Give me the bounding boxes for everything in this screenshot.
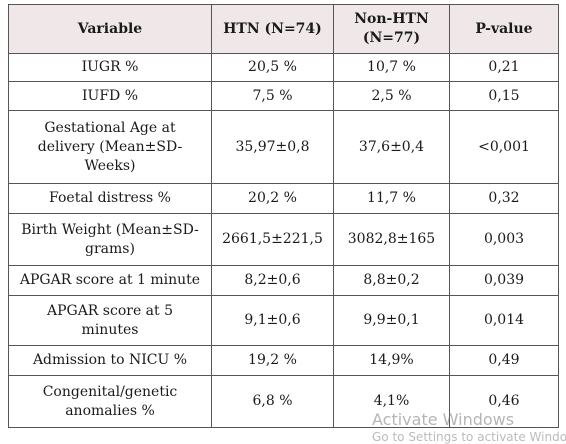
data-table: Variable HTN (N=74) Non-HTN (N=77) P-val… [8,4,559,428]
row-variable: APGAR score at 1 minute [8,265,212,296]
row-variable: Gestational Age at delivery (Mean±SD-Wee… [8,110,212,184]
row-non-htn-value: 37,6±0,4 [333,110,450,184]
row-non-htn-value: 11,7 % [333,183,450,214]
row-non-htn-value: 9,9±0,1 [333,295,450,346]
row-variable: Congenital/genetic anomalies % [8,375,212,428]
row-htn-value: 8,2±0,6 [211,265,334,296]
row-p-value: <0,001 [449,110,559,184]
header-p-value: P-value [449,4,559,54]
table-row: IUFD % 7,5 % 2,5 % 0,15 [8,81,559,111]
row-non-htn-value: 8,8±0,2 [333,265,450,296]
row-variable: Birth Weight (Mean±SD-grams) [8,213,212,266]
table-row: APGAR score at 5 minutes 9,1±0,6 9,9±0,1… [8,295,559,346]
table-row: Foetal distress % 20,2 % 11,7 % 0,32 [8,183,559,214]
row-p-value: 0,49 [449,345,559,376]
row-non-htn-value: 4,1% [333,375,450,428]
header-variable: Variable [8,4,212,54]
row-p-value: 0,15 [449,81,559,111]
row-htn-value: 35,97±0,8 [211,110,334,184]
table-row: Congenital/genetic anomalies % 6,8 % 4,1… [8,375,559,428]
row-p-value: 0,32 [449,183,559,214]
row-p-value: 0,003 [449,213,559,266]
row-p-value: 0,014 [449,295,559,346]
table-row: APGAR score at 1 minute 8,2±0,6 8,8±0,2 … [8,265,559,296]
row-variable: IUGR % [8,53,212,82]
row-non-htn-value: 10,7 % [333,53,450,82]
row-non-htn-value: 2,5 % [333,81,450,111]
row-variable: APGAR score at 5 minutes [8,295,212,346]
row-variable: IUFD % [8,81,212,111]
row-variable: Foetal distress % [8,183,212,214]
row-p-value: 0,21 [449,53,559,82]
row-htn-value: 6,8 % [211,375,334,428]
row-htn-value: 2661,5±221,5 [211,213,334,266]
header-non-htn: Non-HTN (N=77) [333,4,450,54]
table-row: Birth Weight (Mean±SD-grams) 2661,5±221,… [8,213,559,266]
row-htn-value: 7,5 % [211,81,334,111]
row-non-htn-value: 3082,8±165 [333,213,450,266]
table-row: Gestational Age at delivery (Mean±SD-Wee… [8,110,559,184]
row-htn-value: 20,5 % [211,53,334,82]
row-htn-value: 20,2 % [211,183,334,214]
row-htn-value: 9,1±0,6 [211,295,334,346]
header-row: Variable HTN (N=74) Non-HTN (N=77) P-val… [8,4,559,54]
row-variable: Admission to NICU % [8,345,212,376]
row-p-value: 0,46 [449,375,559,428]
table-row: IUGR % 20,5 % 10,7 % 0,21 [8,53,559,82]
row-non-htn-value: 14,9% [333,345,450,376]
header-htn: HTN (N=74) [211,4,334,54]
row-htn-value: 19,2 % [211,345,334,376]
table-row: Admission to NICU % 19,2 % 14,9% 0,49 [8,345,559,376]
row-p-value: 0,039 [449,265,559,296]
